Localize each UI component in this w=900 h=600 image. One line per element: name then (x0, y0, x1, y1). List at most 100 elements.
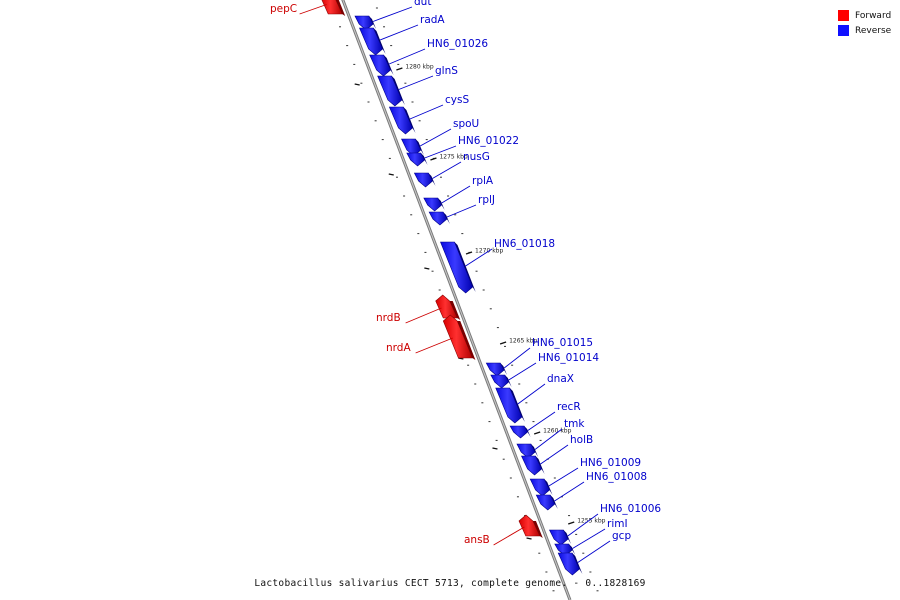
gene-tmk-shade (530, 444, 539, 457)
gene-hn6_01008-glyph[interactable] (535, 494, 556, 511)
gene-label-hn6_01018[interactable]: HN6_01018 (494, 238, 555, 250)
gene-dnax-glyph[interactable] (495, 387, 523, 424)
gene-label-recr[interactable]: recR (557, 401, 581, 413)
gene-tmk-glyph[interactable] (516, 443, 536, 459)
gene-label-hn6_01022[interactable]: HN6_01022 (458, 135, 519, 147)
gene-holb-connector (540, 444, 569, 465)
gene-hn6_01014-shade (504, 375, 512, 387)
gene-label-cyss[interactable]: cysS (445, 94, 469, 106)
gene-nrdb-shade (449, 301, 461, 320)
gene-rplj-shade (443, 212, 450, 224)
gene-label-dut[interactable]: dut (414, 0, 431, 8)
gene-nrda-glyph[interactable] (442, 314, 473, 359)
gene-hn6_01009-glyph[interactable] (529, 478, 550, 497)
gene-label-hn6_01026[interactable]: HN6_01026 (427, 38, 488, 50)
gene-hn6_01014-connector (508, 362, 537, 381)
gene-hn6_01008-shade (550, 495, 558, 509)
gene-label-nusg[interactable]: nusG (463, 151, 490, 163)
gene-label-dnax[interactable]: dnaX (547, 373, 574, 385)
gene-label-holb[interactable]: holB (570, 434, 593, 446)
gene-label-rpla[interactable]: rplA (472, 175, 494, 187)
major-tick-left (388, 173, 394, 176)
scale-label: 1275 kbp (439, 154, 467, 161)
gene-hn6_01018-glyph[interactable] (440, 241, 474, 294)
major-tick-left (526, 537, 532, 540)
gene-recr-glyph[interactable] (509, 425, 528, 439)
gene-pepc-connector (299, 4, 327, 15)
legend-label-reverse: Reverse (855, 25, 892, 36)
gene-label-layer: pepC dut radA HN6_01026 glnS cysS spoU HN6_0102… (270, 0, 661, 563)
gene-label-hn6_01009[interactable]: HN6_01009 (580, 457, 641, 469)
major-tick (465, 251, 473, 255)
gene-label-tmk[interactable]: tmk (564, 418, 585, 430)
gene-nusg-connector (432, 161, 462, 179)
legend-item-reverse: Reverse (838, 23, 900, 38)
gene-rpla-connector (441, 185, 471, 204)
gene-label-hn6_01008[interactable]: HN6_01008 (586, 471, 647, 483)
gene-hn6_01006-glyph[interactable] (549, 529, 569, 546)
gene-ansb-connector (493, 526, 525, 546)
gene-hn6_01008-connector (554, 481, 585, 502)
gene-rplj-glyph[interactable] (428, 211, 448, 226)
gene-hn6_01015-shade (500, 363, 508, 375)
genome-caption: Lactobacillus salivarius CECT 5713, comp… (254, 578, 646, 589)
gene-hn6_01015-glyph[interactable] (485, 362, 505, 377)
gene-label-hn6_01006[interactable]: HN6_01006 (600, 503, 661, 515)
gene-label-nrda[interactable]: nrdA (386, 342, 411, 354)
gene-label-rimi[interactable]: rimI (607, 518, 628, 530)
gene-rada-connector (379, 24, 419, 41)
gene-gcp-glyph[interactable] (557, 552, 580, 576)
gene-ansb-glyph[interactable] (518, 514, 541, 537)
gene-glns-glyph[interactable] (377, 75, 403, 107)
gene-dnax-shade (509, 388, 525, 422)
gene-hn6_01009-connector (548, 467, 579, 487)
gene-label-pepc[interactable]: pepC (270, 3, 297, 15)
gene-hn6_01006-connector (567, 513, 599, 537)
legend-label-forward: Forward (855, 10, 892, 21)
legend: Forward Reverse (838, 8, 900, 38)
major-tick (499, 341, 507, 345)
gene-label-gcp[interactable]: gcp (612, 530, 631, 542)
gene-gcp-shade (572, 553, 583, 574)
genome-backbone-highlight (342, 0, 571, 600)
gene-dut-glyph[interactable] (354, 15, 374, 31)
scale-label: 1260 kbp (543, 428, 571, 435)
gene-recr-shade (524, 426, 531, 437)
major-tick (396, 67, 403, 71)
gene-glns-connector (398, 75, 434, 90)
gene-dnax-connector (517, 383, 546, 405)
gene-nrdb-connector (405, 307, 442, 324)
gene-nusg-glyph[interactable] (413, 172, 433, 188)
gene-cyss-glyph[interactable] (388, 106, 413, 135)
gene-tmk-connector (534, 428, 563, 450)
legend-item-forward: Forward (838, 8, 900, 23)
gene-holb-glyph[interactable] (521, 455, 542, 476)
gene-label-hn6_01014[interactable]: HN6_01014 (538, 352, 599, 364)
gene-label-hn6_01015[interactable]: HN6_01015 (532, 337, 593, 349)
gene-hn6_01026-glyph[interactable] (369, 54, 391, 77)
gene-glns-shade (391, 76, 405, 105)
gene-label-rplj[interactable]: rplJ (478, 194, 495, 206)
gene-pepc-glyph[interactable] (321, 0, 343, 15)
gene-hn6_01014-glyph[interactable] (490, 374, 509, 389)
gene-label-rada[interactable]: radA (420, 14, 445, 26)
major-tick (430, 157, 437, 161)
gene-rada-shade (373, 28, 386, 54)
gene-hn6_01026-shade (383, 55, 394, 75)
gene-hn6_01018-connector (465, 248, 493, 267)
gene-label-spou[interactable]: spoU (453, 118, 479, 130)
gene-ansb-shade (532, 521, 543, 538)
gene-layer (321, 0, 583, 576)
gene-label-glns[interactable]: glnS (435, 65, 458, 77)
gene-spou-shade (415, 139, 424, 155)
gene-cyss-shade (403, 107, 416, 133)
gene-hn6_01022-glyph[interactable] (406, 152, 425, 167)
scale-label: 1265 kbp (509, 338, 537, 345)
major-tick (568, 521, 575, 525)
gene-rada-glyph[interactable] (359, 27, 383, 56)
scale-label: 1255 kbp (577, 518, 605, 525)
gene-label-ansb[interactable]: ansB (464, 534, 490, 546)
gene-rpla-glyph[interactable] (423, 197, 443, 212)
gene-label-nrdb[interactable]: nrdB (376, 312, 401, 324)
